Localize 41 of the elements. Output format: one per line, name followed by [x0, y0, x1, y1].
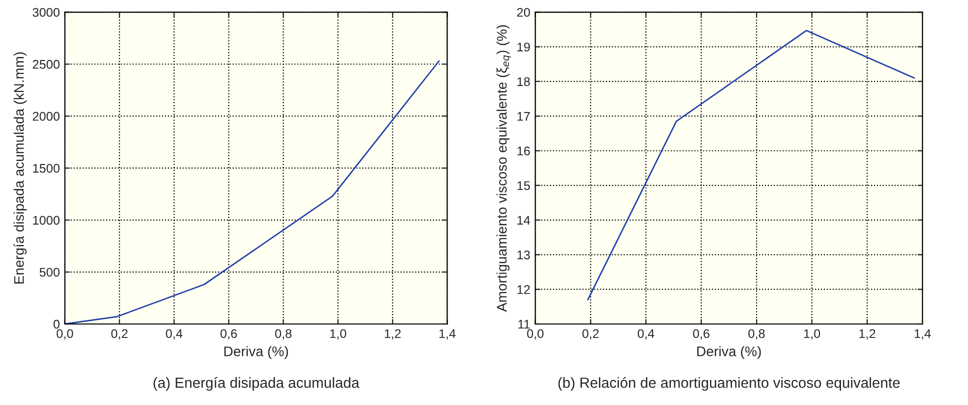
x-tick-label: 1,4: [439, 329, 456, 340]
x-tick-label: 1,4: [914, 329, 931, 340]
y-tick-label: 19: [517, 42, 530, 52]
x-tick-label: 1,2: [859, 329, 876, 340]
y-tick-label: 0: [54, 320, 60, 329]
x-tick-label: 0,6: [693, 329, 710, 340]
y-axis-title: Amortiguamiento viscoso equivalente (ξ$_{eq}$) (%): [496, 25, 511, 312]
x-tick-label: 1,0: [804, 329, 820, 340]
line-series: [587, 30, 915, 300]
x-tick-label: 1,2: [384, 329, 401, 340]
x-tick-label: 0,6: [220, 329, 237, 340]
text: (a) Energía disipada acumulada: [154, 377, 360, 391]
text: (b) Relación de amortiguamiento viscoso equivalente: [558, 377, 900, 391]
y-tick-label: 3000: [32, 8, 60, 17]
x-tick-label: 0,2: [582, 329, 599, 340]
y-tick-label: 2500: [32, 60, 60, 69]
y-tick-label: 12: [517, 285, 530, 294]
y-tick-label: 17: [517, 112, 530, 121]
x-tick-label: 0,0: [527, 329, 544, 340]
x-tick-label: 0,4: [638, 329, 654, 340]
y-tick-label: 500: [40, 268, 60, 277]
y-tick-label: 16: [517, 146, 530, 156]
y-tick-label: 14: [517, 216, 530, 225]
y-tick-label: 20: [517, 8, 530, 17]
x-tick-label: 1,0: [330, 329, 346, 340]
x-tick-label: 0,4: [166, 329, 182, 340]
x-tick-label: 0,8: [748, 329, 765, 340]
line-series: [64, 60, 440, 324]
x-axis-title: Deriva (%): [224, 346, 288, 360]
x-tick-label: 0,0: [56, 329, 74, 340]
y-tick-label: 1000: [33, 216, 60, 225]
x-tick-label: 0,8: [275, 329, 292, 340]
y-tick-label: 18: [517, 77, 530, 86]
x-axis-title: Deriva (%): [697, 346, 761, 360]
y-axis-title: Energía disipada acumulada (kN.mm): [14, 52, 27, 284]
y-tick-label: 15: [517, 181, 530, 190]
y-tick-label: 2000: [32, 112, 60, 121]
y-tick-label: 11: [518, 320, 530, 329]
y-tick-label: 13: [517, 250, 530, 260]
x-tick-label: 0,2: [111, 329, 128, 340]
y-tick-label: 1500: [33, 164, 60, 173]
